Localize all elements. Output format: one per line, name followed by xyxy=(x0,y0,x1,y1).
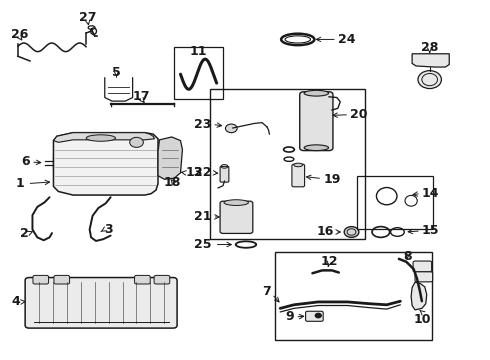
Circle shape xyxy=(225,124,237,133)
Polygon shape xyxy=(53,133,155,142)
FancyBboxPatch shape xyxy=(33,275,49,284)
Text: 3: 3 xyxy=(104,223,113,236)
Text: 18: 18 xyxy=(164,176,181,189)
Polygon shape xyxy=(158,137,182,179)
Bar xyxy=(210,89,365,239)
FancyBboxPatch shape xyxy=(54,275,70,284)
Text: 22: 22 xyxy=(194,166,212,179)
Text: 25: 25 xyxy=(194,238,212,251)
Polygon shape xyxy=(412,54,449,67)
FancyBboxPatch shape xyxy=(306,311,323,321)
Ellipse shape xyxy=(418,71,441,89)
Text: 23: 23 xyxy=(195,118,212,131)
Ellipse shape xyxy=(294,163,303,167)
Text: 9: 9 xyxy=(285,310,294,324)
FancyBboxPatch shape xyxy=(135,275,150,284)
Bar xyxy=(357,176,433,229)
FancyBboxPatch shape xyxy=(292,164,305,187)
Text: 13: 13 xyxy=(185,166,203,179)
Text: 4: 4 xyxy=(11,296,20,309)
FancyBboxPatch shape xyxy=(220,166,229,182)
Text: 24: 24 xyxy=(338,33,355,46)
Ellipse shape xyxy=(224,200,248,206)
FancyBboxPatch shape xyxy=(300,92,333,150)
Polygon shape xyxy=(411,282,427,310)
Text: 21: 21 xyxy=(194,211,212,224)
Text: 7: 7 xyxy=(262,285,270,298)
FancyBboxPatch shape xyxy=(154,275,170,284)
Text: 8: 8 xyxy=(403,249,412,262)
Text: 27: 27 xyxy=(79,12,97,24)
Text: 6: 6 xyxy=(21,155,29,168)
Text: 16: 16 xyxy=(317,225,334,238)
FancyBboxPatch shape xyxy=(25,278,177,328)
Text: 26: 26 xyxy=(11,28,28,41)
Text: 11: 11 xyxy=(190,45,207,58)
Text: 20: 20 xyxy=(350,108,368,121)
Circle shape xyxy=(130,137,144,147)
FancyBboxPatch shape xyxy=(415,272,433,282)
Ellipse shape xyxy=(86,135,116,141)
Text: 14: 14 xyxy=(422,187,440,200)
Text: 15: 15 xyxy=(422,224,440,238)
Text: 19: 19 xyxy=(323,173,341,186)
Text: 5: 5 xyxy=(112,66,121,79)
Ellipse shape xyxy=(304,90,329,96)
Circle shape xyxy=(316,314,321,318)
FancyBboxPatch shape xyxy=(220,201,253,233)
Text: 10: 10 xyxy=(413,313,431,326)
Ellipse shape xyxy=(344,226,359,237)
Bar xyxy=(275,252,432,339)
Text: 28: 28 xyxy=(421,41,439,54)
FancyBboxPatch shape xyxy=(413,261,432,272)
Polygon shape xyxy=(53,133,158,195)
Text: 1: 1 xyxy=(16,177,24,190)
Ellipse shape xyxy=(304,145,329,150)
Text: 17: 17 xyxy=(133,90,150,103)
Text: 2: 2 xyxy=(20,227,28,240)
Bar xyxy=(174,47,223,99)
Text: 12: 12 xyxy=(320,255,338,268)
Wedge shape xyxy=(53,156,63,170)
